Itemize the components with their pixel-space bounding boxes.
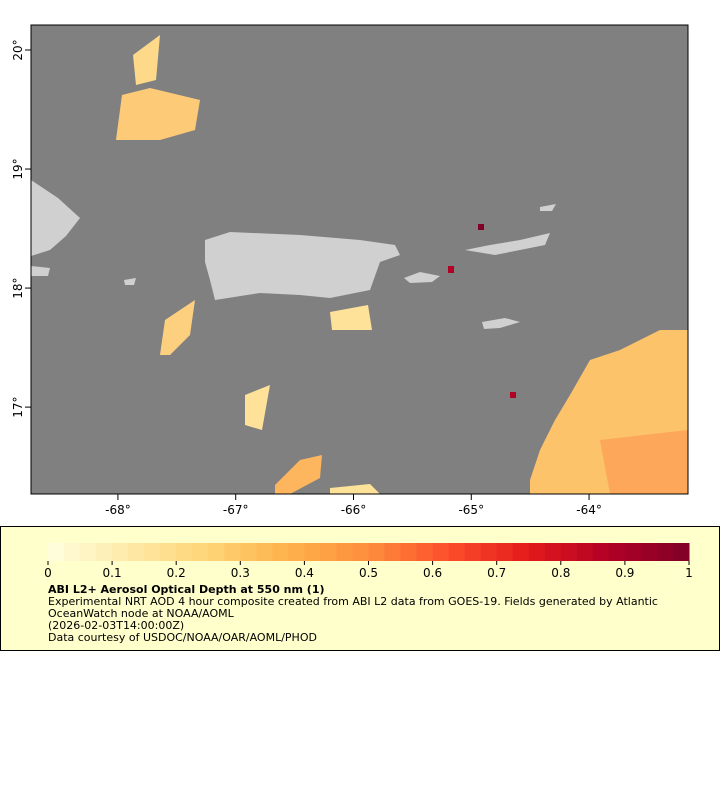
caption-title: ABI L2+ Aerosol Optical Depth at 550 nm …	[48, 583, 325, 596]
colorbar-tick-label: 0.2	[167, 566, 186, 580]
colorbar-step	[112, 543, 129, 561]
colorbar-step	[592, 543, 610, 561]
colorbar-step	[336, 543, 353, 561]
colorbar-step	[176, 543, 193, 561]
aerosol-patch	[448, 266, 454, 273]
colorbar-step	[144, 543, 161, 561]
colorbar-tick-label: 0.1	[103, 566, 122, 580]
mona	[124, 278, 136, 285]
colorbar-step	[608, 543, 626, 561]
st-croix	[482, 318, 520, 329]
aerosol-patch	[600, 430, 688, 494]
aerosol-patch	[330, 484, 380, 494]
colorbar-tick-label: 0.5	[359, 566, 378, 580]
colorbar-step	[448, 543, 466, 561]
colorbar-step	[272, 543, 289, 561]
aerosol-patch	[330, 305, 372, 330]
aerosol-patch	[275, 455, 322, 494]
colorbar-step	[352, 543, 369, 561]
colorbar-tick-label: 0.7	[487, 566, 506, 580]
colorbar-tick-label: 0.4	[295, 566, 314, 580]
aerosol-patch	[510, 392, 516, 398]
colorbar-step	[432, 543, 450, 561]
virgin-islands	[465, 233, 550, 255]
colorbar-step	[208, 543, 225, 561]
colorbar-step	[160, 543, 177, 561]
colorbar-step	[80, 543, 97, 561]
aerosol-patch	[116, 88, 200, 140]
colorbar: 0 0.1 0.2 0.3 0.4 0.5 0.6 0.7 0.8 0.9 1	[44, 543, 693, 580]
colorbar-step	[192, 543, 209, 561]
legend-panel: 0 0.1 0.2 0.3 0.4 0.5 0.6 0.7 0.8 0.9 1 ABI L2+ Ae…	[0, 526, 720, 651]
colorbar-step	[528, 543, 546, 561]
anegada	[540, 204, 556, 211]
colorbar-step	[224, 543, 241, 561]
map-frame	[30, 24, 689, 495]
colorbar-step	[240, 543, 257, 561]
colorbar-step	[464, 543, 482, 561]
colorbar-step	[128, 543, 145, 561]
colorbar-step	[560, 543, 578, 561]
colorbar-step	[96, 543, 113, 561]
colorbar-step	[656, 543, 674, 561]
colorbar-step	[544, 543, 562, 561]
y-tick-label: 19°	[11, 158, 25, 179]
colorbar-step	[48, 543, 65, 561]
colorbar-step	[416, 543, 434, 561]
vieques	[404, 272, 440, 283]
aerosol-patch	[245, 385, 270, 430]
caption-credit: Data courtesy of USDOC/NOAA/OAR/AOML/PHO…	[48, 631, 317, 644]
colorbar-step	[624, 543, 642, 561]
colorbar-step	[640, 543, 658, 561]
land	[31, 180, 556, 329]
aerosol-patch	[160, 300, 195, 355]
colorbar-tick-label: 0.6	[423, 566, 442, 580]
x-tick-label: -66°	[341, 503, 367, 517]
colorbar-step	[576, 543, 594, 561]
colorbar-tick-label: 1	[685, 566, 693, 580]
caption-description: Experimental NRT AOD 4 hour composite cr…	[48, 595, 658, 620]
colorbar-step	[288, 543, 305, 561]
colorbar-step	[384, 543, 402, 561]
colorbar-step	[64, 543, 81, 561]
x-tick-label: -65°	[458, 503, 484, 517]
aerosol-patch	[133, 35, 160, 85]
colorbar-tick-label: 0.8	[551, 566, 570, 580]
colorbar-tick-label: 0.3	[231, 566, 250, 580]
colorbar-tick-label: 0.9	[615, 566, 634, 580]
colorbar-tick-label: 0	[44, 566, 52, 580]
hispaniola-south	[31, 266, 50, 276]
aerosol-patch	[478, 224, 484, 230]
colorbar-step	[256, 543, 273, 561]
colorbar-step	[672, 543, 690, 561]
puerto-rico	[205, 232, 400, 300]
y-tick-label: 20°	[11, 39, 25, 60]
caption: ABI L2+ Aerosol Optical Depth at 550 nm …	[48, 584, 688, 644]
x-tick-label: -67°	[223, 503, 249, 517]
x-tick-label: -68°	[105, 503, 131, 517]
colorbar-step	[320, 543, 337, 561]
y-tick-label: 18°	[11, 277, 25, 298]
colorbar-step	[512, 543, 530, 561]
colorbar-step	[480, 543, 498, 561]
hispaniola	[31, 180, 80, 256]
caption-time: (2026-02-03T14:00:00Z)	[48, 619, 185, 632]
aerosol-patches	[116, 35, 688, 494]
map: -68° -67° -66° -65° -64° 17° 18° 19° 20°	[11, 24, 689, 517]
colorbar-step	[304, 543, 321, 561]
y-tick-label: 17°	[11, 396, 25, 417]
colorbar-step	[496, 543, 514, 561]
colorbar-step	[400, 543, 418, 561]
colorbar-step	[368, 543, 386, 561]
x-tick-label: -64°	[576, 503, 602, 517]
